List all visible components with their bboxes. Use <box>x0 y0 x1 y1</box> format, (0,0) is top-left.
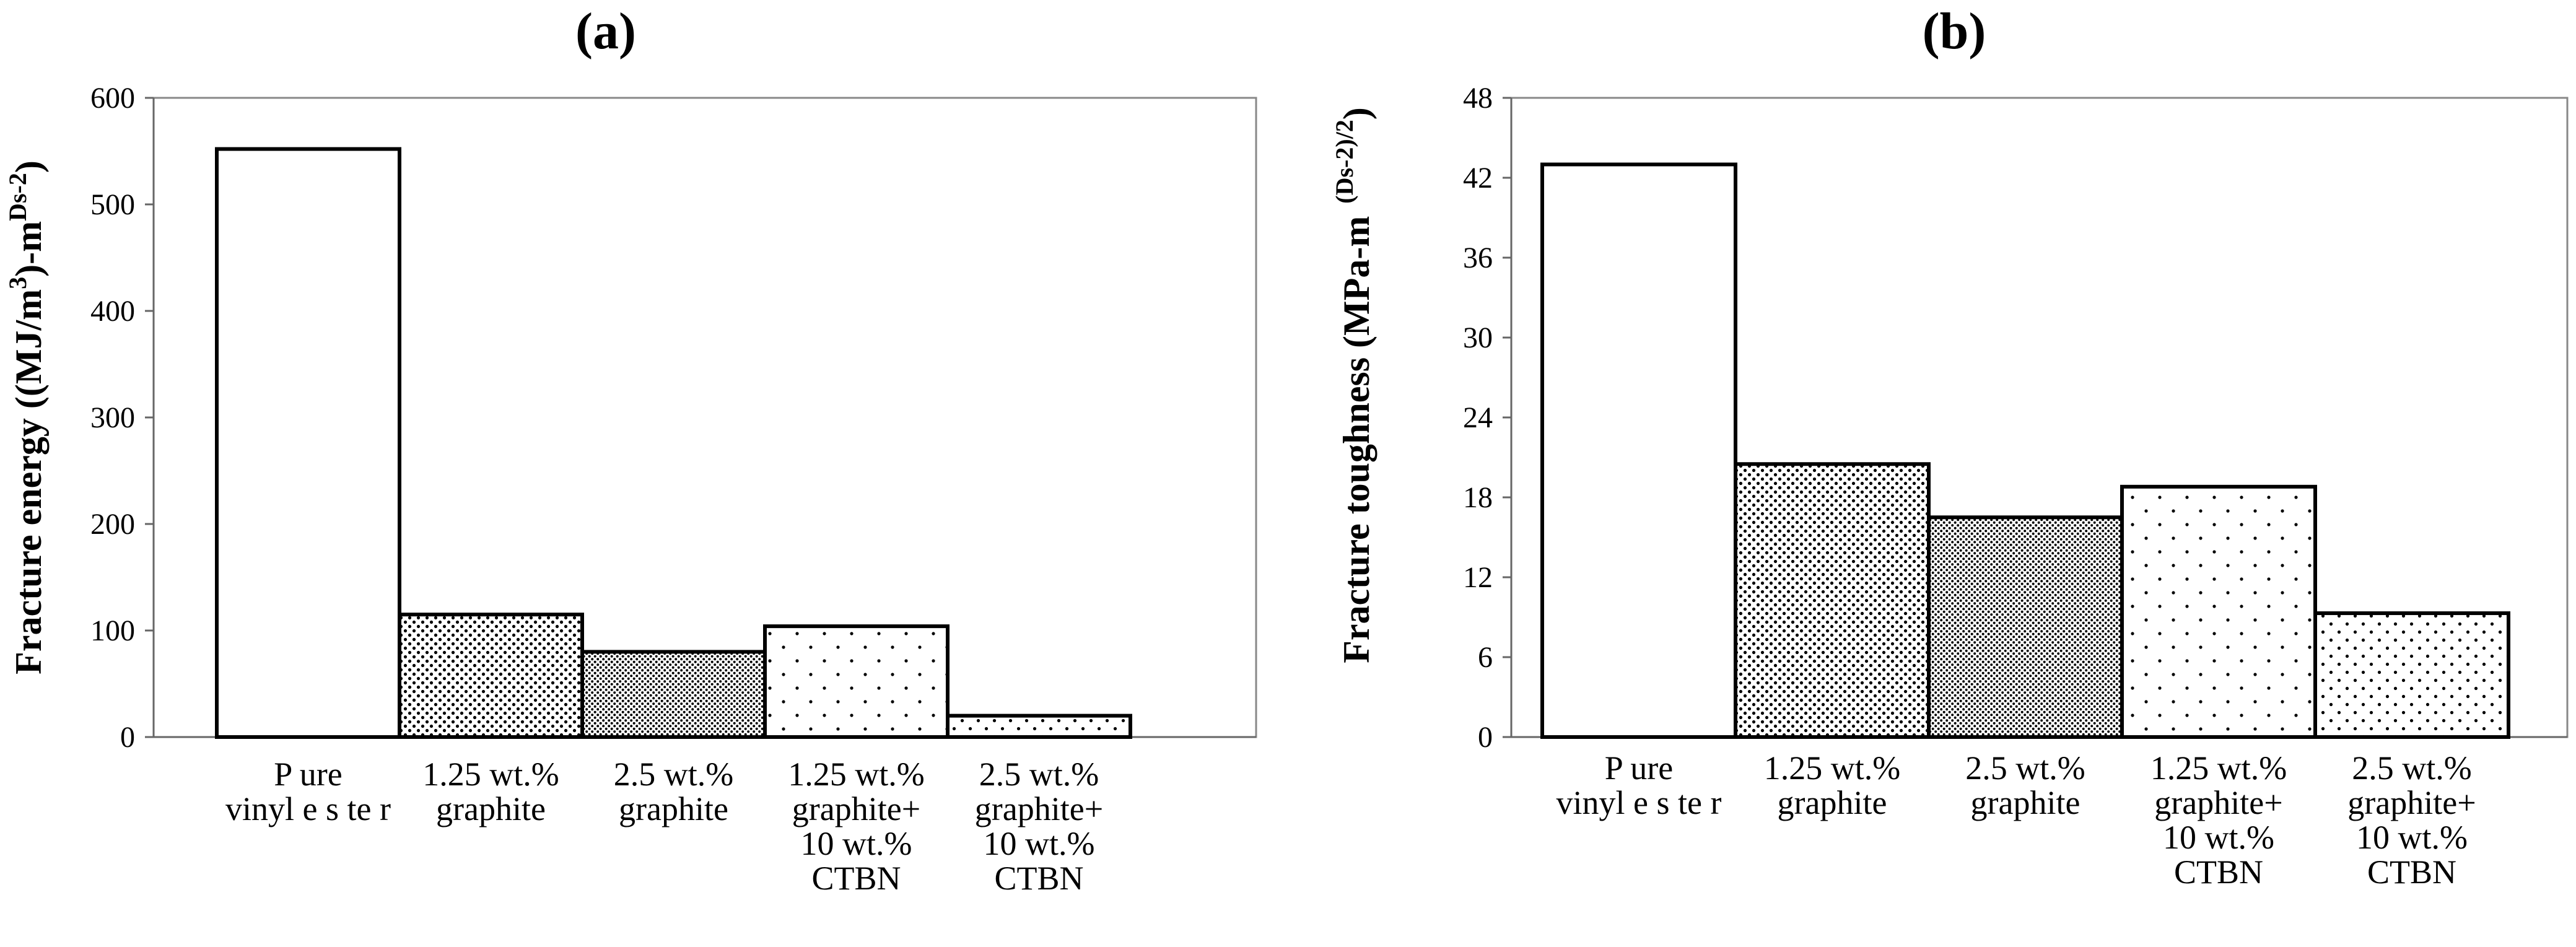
y-tick-label: 12 <box>1463 561 1493 594</box>
x-tick-label: CTBN <box>2367 853 2456 891</box>
x-tick-label: CTBN <box>811 860 901 897</box>
y-tick-label: 6 <box>1478 641 1493 674</box>
bar <box>398 613 584 740</box>
bars <box>1540 162 2510 739</box>
bar <box>1540 162 1737 739</box>
y-ticks: 0 6 12 18 24 30 36 42 48 <box>1463 82 1511 754</box>
x-tick-label: graphite <box>619 790 728 827</box>
x-tick-label: P ure <box>1605 749 1673 787</box>
y-axis-label-sup1: 3 <box>4 277 32 289</box>
y-axis-label-sup2: Ds-2 <box>4 173 32 221</box>
x-tick-label: graphite+ <box>2347 784 2476 821</box>
x-tick-label: graphite+ <box>2154 784 2282 821</box>
y-axis-label-sup1: (Ds-2)/2 <box>1330 120 1358 204</box>
x-tick-label: graphite+ <box>792 790 920 827</box>
x-tick-label: 10 wt.% <box>2356 819 2468 856</box>
y-tick-label: 400 <box>90 295 135 328</box>
y-axis-label: Fracture energy ((MJ/m3)-mDs-2) <box>4 160 49 674</box>
x-tick-label: 2.5 wt.% <box>614 756 733 793</box>
x-tick-label: graphite+ <box>975 790 1103 827</box>
y-axis-label-main: Fracture energy ((MJ/m <box>8 289 49 674</box>
chart-panel-a: (a) Fracture energy ((MJ/m3)-mDs-2) 0 100… <box>4 2 1257 897</box>
x-tick-label: graphite <box>436 790 546 827</box>
bar <box>1734 462 1931 739</box>
x-tick-label: 2.5 wt.% <box>979 756 1099 793</box>
y-tick-label: 0 <box>1478 721 1493 754</box>
y-tick-label: 600 <box>90 82 135 115</box>
x-tick-label: 2.5 wt.% <box>2352 749 2471 787</box>
y-axis-label-main: Fracture toughness (MPa-m <box>1336 216 1377 663</box>
x-tick-label: CTBN <box>2174 853 2263 891</box>
x-tick-label: 2.5 wt.% <box>1965 749 2085 787</box>
x-tick-label: P ure <box>274 756 342 793</box>
bar <box>946 714 1132 739</box>
x-tick-label: 1.25 wt.% <box>2150 749 2287 787</box>
y-tick-label: 30 <box>1463 321 1493 354</box>
y-axis-label-end: ) <box>8 160 49 173</box>
x-tick-label: 10 wt.% <box>801 825 912 862</box>
chart-title: (a) <box>575 2 636 60</box>
y-tick-label: 42 <box>1463 162 1493 194</box>
y-tick-label: 48 <box>1463 82 1493 115</box>
x-tick-label: CTBN <box>994 860 1083 897</box>
bar <box>580 650 767 740</box>
y-axis-label: Fracture toughness (MPa-m (Ds-2)/2) <box>1330 107 1377 663</box>
x-tick-label: 1.25 wt.% <box>1764 749 1900 787</box>
y-axis-label-mid: )-m <box>8 221 49 277</box>
y-tick-label: 500 <box>90 188 135 221</box>
x-tick-label: graphite <box>1778 784 1887 821</box>
bars <box>215 147 1132 740</box>
chart-panel-b: (b) Fracture toughness (MPa-m (Ds-2)/2) 0… <box>1330 2 2569 891</box>
bar <box>2120 484 2317 739</box>
y-tick-label: 100 <box>90 614 135 647</box>
x-tick-label: 1.25 wt.% <box>422 756 559 793</box>
bar <box>763 624 950 739</box>
x-tick-label: graphite <box>1971 784 2080 821</box>
x-tick-label: 10 wt.% <box>984 825 1095 862</box>
y-tick-label: 24 <box>1463 401 1493 434</box>
y-axis-label-end: ) <box>1336 107 1377 120</box>
x-tick-label: vinyl e s te r <box>1557 784 1722 821</box>
x-tick-label: vinyl e s te r <box>225 790 391 827</box>
bar <box>1927 515 2124 739</box>
bar <box>215 147 401 739</box>
x-tick-label: 1.25 wt.% <box>788 756 924 793</box>
y-tick-label: 300 <box>90 401 135 434</box>
y-tick-label: 0 <box>120 721 135 754</box>
y-ticks: 0 100 200 300 400 500 600 <box>90 82 154 754</box>
chart-title: (b) <box>1923 2 1986 60</box>
y-tick-label: 18 <box>1463 481 1493 514</box>
bar <box>2313 611 2510 739</box>
y-tick-label: 36 <box>1463 242 1493 274</box>
y-tick-label: 200 <box>90 508 135 541</box>
x-tick-label: 10 wt.% <box>2163 819 2274 856</box>
